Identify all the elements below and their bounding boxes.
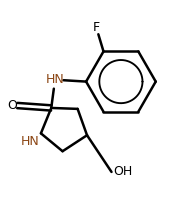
Text: OH: OH <box>113 165 133 178</box>
Text: F: F <box>93 21 100 34</box>
Text: O: O <box>7 99 17 112</box>
Text: HN: HN <box>21 135 40 148</box>
Text: HN: HN <box>46 73 64 86</box>
